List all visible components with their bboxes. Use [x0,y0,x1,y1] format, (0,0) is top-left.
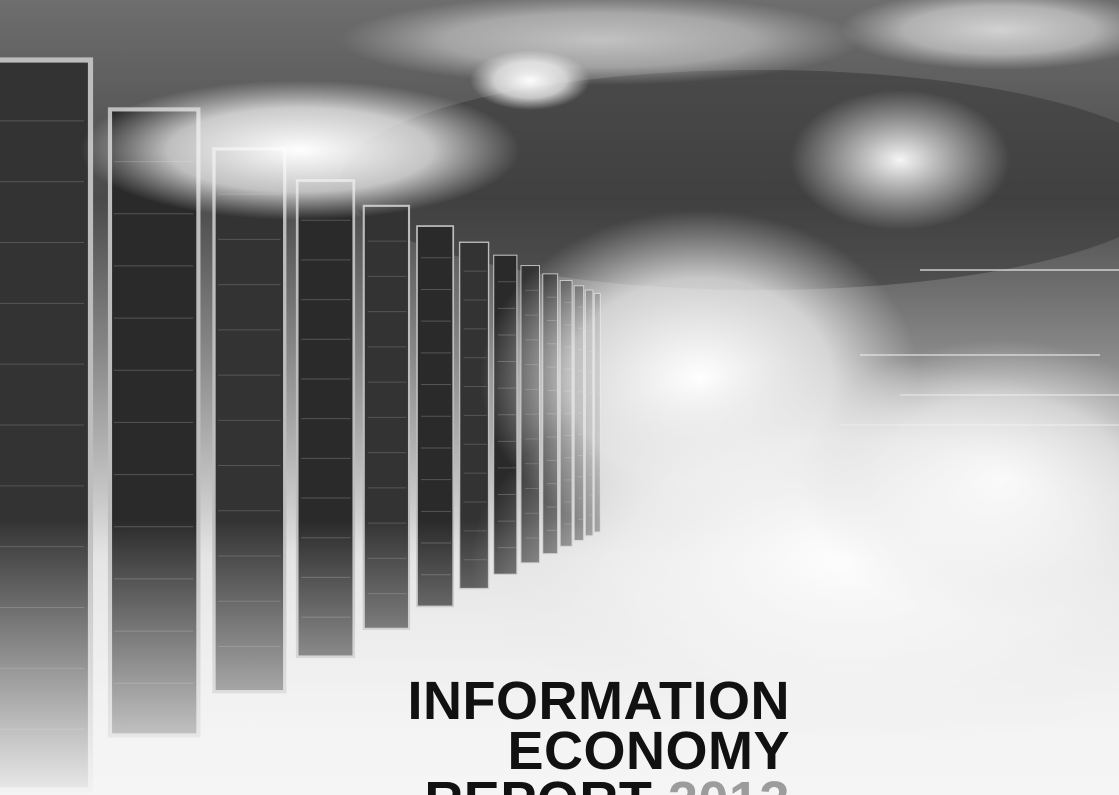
title-line: REPORT 2013 [424,776,790,795]
title-line: INFORMATION [408,676,790,726]
title-line: ECONOMY [507,726,790,776]
report-cover: INFORMATION ECONOMY REPORT 2013 [0,0,1119,795]
title-word: REPORT [424,771,652,795]
title-year: 2013 [668,771,790,795]
